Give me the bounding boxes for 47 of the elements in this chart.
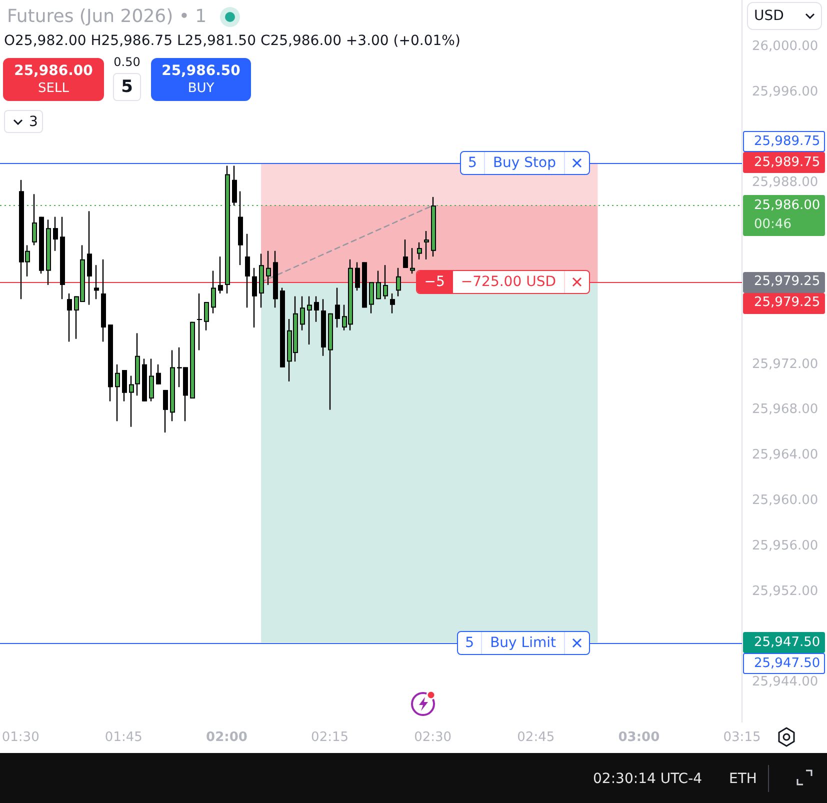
x-tick-label: 02:30 (414, 730, 452, 746)
y-tick-label: 25,968.00 (752, 402, 818, 418)
x-tick-label: 02:45 (517, 730, 555, 746)
text: 25,947.50 (754, 634, 820, 650)
annotation: −5 (424, 273, 445, 291)
y-tick-label: 26,000.00 (752, 38, 818, 54)
text: 25,979.25 (754, 295, 820, 312)
text: 25,986.00 (754, 198, 820, 214)
currency-dropdown: USD (747, 2, 822, 30)
x-tick-label: 02:15 (311, 730, 349, 746)
annotation: BUY (188, 80, 214, 97)
y-tick-label: 25,956.00 (752, 538, 818, 554)
y-tick-label: 25,988.00 (752, 175, 818, 190)
y-tick-label: 25,952.00 (752, 584, 818, 599)
annotation: 5 (121, 77, 133, 97)
collapse-button: 3 (4, 110, 43, 133)
text: 25,979.25 (754, 274, 820, 290)
x-tick-label: 03:15 (723, 730, 761, 746)
buy-button: 25,986.50 BUY (151, 58, 251, 101)
text: 25,989.75 (754, 134, 820, 150)
y-tick-label: 25,972.00 (752, 356, 818, 372)
x-tick-label: 02:00 (206, 730, 248, 746)
text: 00:46 (754, 216, 792, 232)
text: 25,989.75 (754, 154, 820, 171)
annotation: 25,986.00 (14, 62, 93, 80)
y-tick-label: 25,964.00 (752, 448, 818, 463)
y-tick-label: 25,960.00 (752, 493, 818, 508)
x-tick-label: 03:00 (618, 730, 660, 746)
quantity-field: 5 (113, 73, 141, 101)
text: 25,947.50 (754, 656, 820, 672)
annotation: 5 (465, 634, 474, 652)
ref-line-label: Buy Stop (492, 154, 556, 172)
annotation: SELL (38, 80, 69, 97)
chart-title: Futures (Jun 2026) • 1 (7, 6, 207, 28)
status-bar: 02:30:14 UTC-4 ETH (0, 753, 827, 803)
x-tick-label: 01:45 (104, 730, 142, 746)
x-tick-label: 01:30 (2, 730, 40, 746)
ref-line-label: Buy Limit (490, 634, 556, 652)
text: O25,982.00 H25,986.75 L25,981.50 C25,986.00 +3.00 (+0.01%) (4, 32, 460, 50)
y-tick-label: 25,944.00 (752, 674, 818, 690)
annotation: 0.50 (114, 55, 140, 70)
y-tick-label: 25,996.00 (752, 84, 818, 100)
annotation: 25,986.50 (162, 62, 240, 80)
ref-line-label: −725.00 USD (460, 273, 556, 291)
sell-button: 25,986.00 SELL (3, 58, 104, 101)
annotation: 3 (29, 112, 38, 130)
annotation: 5 (468, 154, 477, 172)
